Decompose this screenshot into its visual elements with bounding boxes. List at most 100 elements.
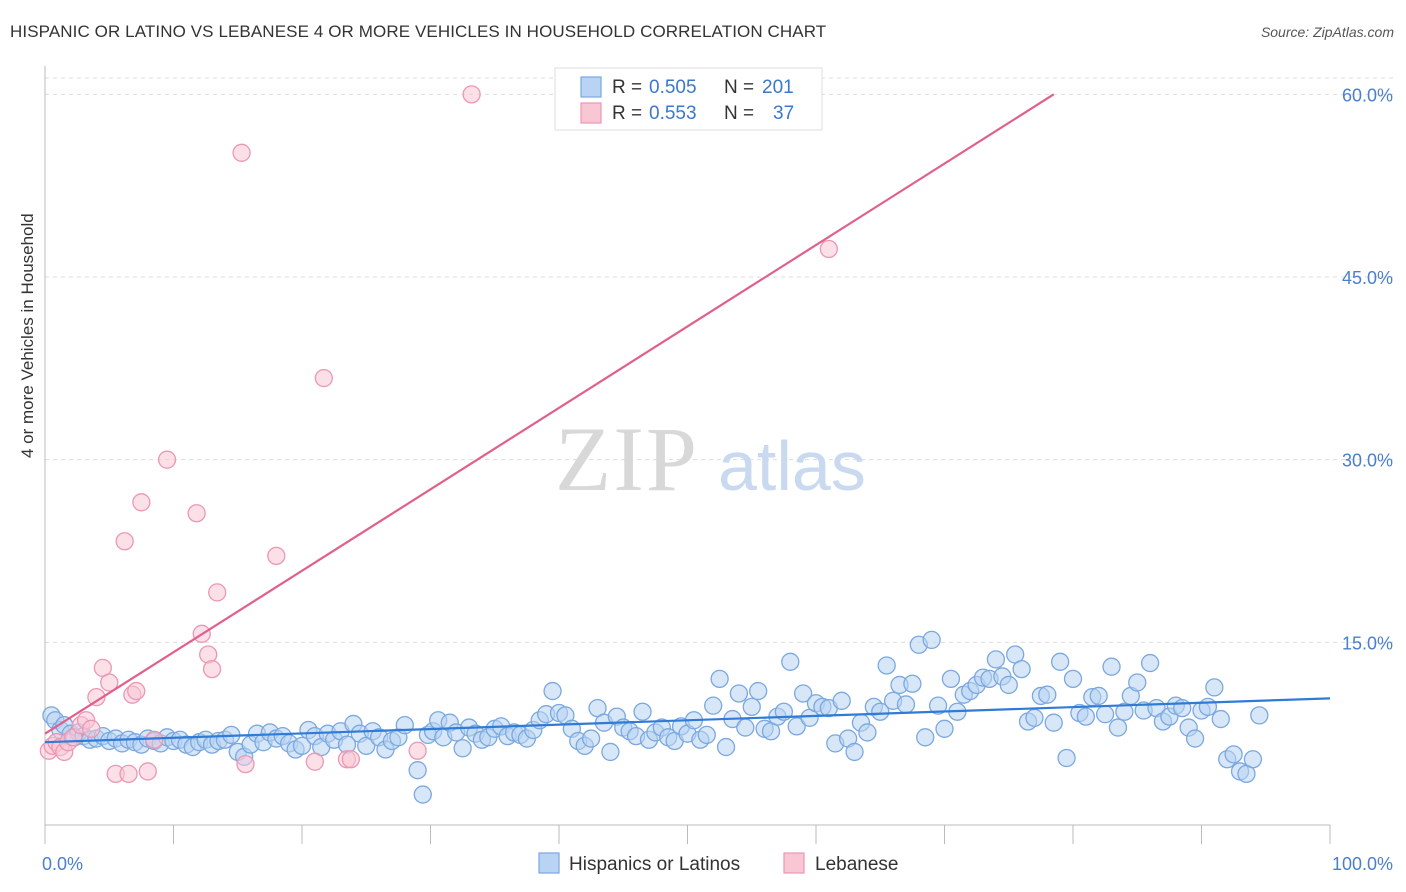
hispanic-point — [716, 737, 736, 757]
hispanic-point — [858, 723, 877, 742]
legend-n-label-1: N = — [724, 77, 754, 98]
hispanic-point — [1025, 708, 1044, 727]
legend-r-value-1: 0.505 — [649, 77, 697, 98]
x-tick-label-min: 0.0% — [42, 854, 83, 874]
hispanic-point — [710, 669, 729, 689]
lebanese-point — [341, 750, 360, 769]
lebanese-point — [100, 673, 119, 692]
series-legend: Hispanics or Latinos Lebanese — [538, 852, 898, 875]
source-credit: Source: ZipAtlas.com — [1260, 24, 1394, 40]
lebanese-point — [305, 752, 325, 771]
hispanic-point — [935, 719, 954, 738]
hispanic-point — [845, 742, 864, 762]
hispanic-point — [453, 739, 472, 758]
hispanic-point — [408, 761, 427, 780]
hispanic-point — [1012, 659, 1031, 679]
hispanic-point — [871, 702, 890, 721]
watermark-zip: ZIP — [555, 408, 699, 510]
hispanic-point — [749, 681, 768, 701]
hispanic-point — [999, 675, 1018, 695]
x-tick-label-max: 100.0% — [1332, 854, 1393, 874]
hispanic-point — [742, 697, 761, 717]
chart-title: HISPANIC OR LATINO VS LEBANESE 4 OR MORE… — [10, 22, 827, 41]
lebanese-point — [462, 85, 481, 104]
lebanese-point — [115, 532, 134, 551]
lebanese-point — [236, 754, 255, 774]
hispanic-point — [633, 702, 652, 721]
legend-n-value-2: 37 — [773, 103, 794, 124]
points-layer — [39, 85, 1269, 804]
hispanic-point — [896, 695, 916, 714]
y-tick-label: 45.0% — [1342, 268, 1393, 288]
lebanese-point — [408, 741, 427, 760]
hispanic-point — [697, 725, 716, 745]
hispanic-point — [1243, 750, 1263, 769]
lebanese-point — [127, 681, 146, 701]
hispanic-point — [1089, 686, 1108, 706]
hispanic-point — [1102, 657, 1121, 676]
hispanic-point — [413, 785, 432, 804]
hispanic-point — [1095, 705, 1115, 724]
legend-n-label-2: N = — [724, 103, 754, 124]
lebanese-point — [138, 762, 157, 781]
hispanic-point — [986, 650, 1006, 669]
hispanic-point — [1205, 678, 1224, 697]
hispanic-point — [787, 717, 806, 736]
hispanic-point — [704, 696, 723, 715]
lebanese-point — [314, 368, 333, 388]
hispanic-point — [1211, 709, 1230, 729]
hispanic-point — [1044, 713, 1063, 732]
hispanic-point — [903, 674, 922, 693]
hispanic-point — [941, 669, 961, 689]
hispanic-point — [781, 652, 800, 671]
hispanic-point — [601, 742, 620, 762]
bottom-legend-swatch-hispanic — [538, 852, 560, 874]
hispanic-point — [1250, 706, 1269, 725]
grid-layer — [45, 77, 1395, 643]
hispanic-point — [1185, 729, 1205, 748]
lebanese-point — [208, 583, 227, 602]
legend-swatch-hispanic — [580, 76, 602, 98]
hispanic-point — [581, 729, 601, 748]
legend-r-label-2: R = — [612, 103, 642, 124]
hispanic-point — [1108, 718, 1128, 737]
legend-n-value-1: 201 — [762, 77, 794, 98]
hispanic-point — [543, 681, 562, 701]
hispanic-point — [1128, 673, 1147, 692]
trend-layer — [44, 93, 1331, 744]
hispanic-point — [916, 728, 935, 747]
watermark-atlas: atlas — [718, 427, 866, 505]
legend-r-label-1: R = — [612, 77, 642, 98]
hispanic-point — [1076, 707, 1095, 726]
bottom-legend-swatch-lebanese — [783, 852, 805, 874]
hispanic-point — [1063, 669, 1083, 689]
lebanese-point — [82, 719, 101, 738]
hispanic-point — [292, 736, 312, 755]
watermark: ZIP atlas — [555, 408, 866, 510]
lebanese-point — [87, 687, 106, 707]
y-tick-label: 15.0% — [1342, 633, 1393, 653]
legend-r-value-2: 0.553 — [649, 103, 697, 124]
hispanic-point — [1198, 697, 1218, 717]
lebanese-point — [819, 239, 838, 259]
stats-legend: R = 0.505 N = 201 R = 0.553 N = 37 — [554, 67, 823, 131]
lebanese-point — [187, 504, 206, 523]
legend-swatch-lebanese — [580, 102, 602, 124]
hispanic-point — [928, 696, 948, 715]
hispanic-point — [1057, 748, 1076, 768]
lebanese-point — [119, 764, 138, 784]
lebanese-point — [202, 659, 222, 679]
bottom-legend-label-lebanese: Lebanese — [815, 854, 898, 875]
hispanic-point — [832, 691, 851, 710]
lebanese-point — [267, 546, 286, 566]
lebanese-point — [157, 450, 177, 469]
hispanic-point — [729, 684, 749, 703]
hispanic-point — [1038, 685, 1057, 704]
lebanese-trend-line — [44, 93, 1055, 735]
lebanese-point — [232, 143, 251, 162]
hispanic-trend-line — [44, 697, 1331, 744]
hispanic-point — [1115, 702, 1134, 721]
hispanic-point — [1051, 652, 1070, 671]
bottom-legend-label-hispanic: Hispanics or Latinos — [569, 854, 740, 875]
